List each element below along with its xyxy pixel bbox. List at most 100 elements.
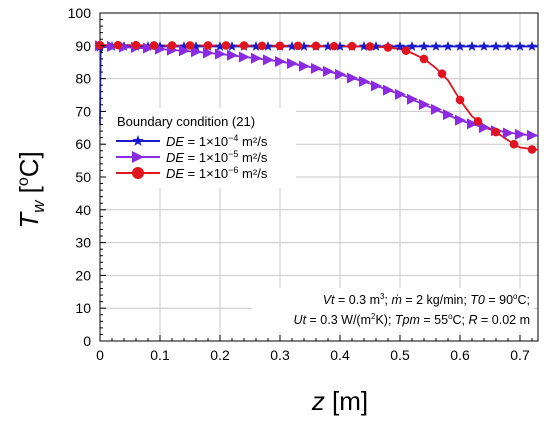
x-tick-label: 0.2 [210,347,230,363]
series-2-point [527,129,538,141]
series-2-point [191,46,202,58]
series-3-point [401,46,411,56]
series-2-point [347,72,358,84]
x-tick-label: 0.5 [390,347,410,363]
x-tick-labels: 0 0.1 0.2 0.3 0.4 0.5 0.6 0.7 [96,347,530,363]
series-3-point [149,41,159,50]
series-1-point [478,40,490,51]
series-1-point [178,40,190,51]
series-3-point [239,41,249,50]
series-2-point [251,52,262,64]
series-1-point [214,40,226,51]
annotation-line-1: Vt = 0.3 m3; ṁ = 2 kg/min; T0 = 90oC; [323,292,530,307]
series-3-point [203,41,213,50]
series-3-point [185,41,195,50]
series-1-point [370,40,382,51]
series-2-point [419,99,430,111]
series-3-point [527,145,537,154]
y-tick-label: 100 [68,5,92,21]
series-1-point [358,40,370,51]
series-3-point [113,40,123,50]
series-2-point [311,62,322,74]
series-1-point [262,40,274,51]
y-axis-title-open: [ [14,185,44,200]
y-tick-label: 40 [75,202,91,218]
x-tick-label: 0.6 [450,347,470,363]
y-tick-label: 30 [75,235,91,251]
series-3-point [275,41,285,51]
y-tick-labels: 0 10 20 30 40 50 60 70 80 90 100 [68,5,92,349]
series-1-point [298,40,310,51]
series-2-point [275,56,286,68]
y-axis-title-var: T [14,211,44,229]
x-tick-label: 0 [96,347,104,363]
series-1-point [514,40,526,51]
series-3-point [293,41,303,51]
legend-entry-2: DE = 1×10−5 m²/s [116,149,268,165]
series-3-point [131,40,141,50]
series-3-point [167,41,177,50]
y-tick-label: 90 [75,38,91,54]
y-tick-label: 10 [75,300,91,316]
series-1-point [226,40,238,51]
series-2-point [239,51,250,63]
parameters-annotation: Vt = 0.3 m3; ṁ = 2 kg/min; T0 = 90oC; Ut… [252,288,534,332]
legend-star-marker [132,135,144,146]
series-2-point [215,48,226,60]
legend-entry-3: DE = 1×10−6 m²/s [116,165,268,181]
y-axis-title: Tw [oC] [14,151,48,229]
series-2-point [143,42,154,54]
series-3-point [329,41,339,51]
series-3-point [491,127,501,137]
series-1-point [526,40,538,51]
series-2-point [179,45,190,57]
annotation-line-2: Ut = 0.3 W/(m2K); Tpm = 55oC; R = 0.02 m [294,312,530,327]
series-1-point [322,40,334,51]
series-2-point [503,127,514,139]
series-3-point [455,95,465,105]
y-tick-label: 70 [75,103,91,119]
series-2-point [299,60,310,72]
series-2-point [407,93,418,105]
series-3-point [365,42,375,51]
y-tick-label: 60 [75,136,91,152]
series-2-point [515,128,526,140]
y-axis-title-sub: w [29,199,48,213]
series-1-point [466,40,478,51]
series-3-point [473,116,483,126]
x-tick-label: 0.3 [270,347,290,363]
x-tick-label: 0.4 [330,347,350,363]
legend: Boundary condition (21) DE = 1×10−4 m²/s… [106,108,296,188]
series-3-point [257,41,267,51]
series-2-point [335,68,346,80]
y-tick-label: 50 [75,169,91,185]
series-2-point [227,49,238,61]
series-2-point [455,114,466,126]
annotation-background [252,288,534,332]
y-tick-label: 20 [75,267,91,283]
series-2-point [359,76,370,88]
series-markers [94,40,538,154]
series-2-point [467,118,478,130]
y-axis-title-close: C] [14,151,44,177]
series-1-point [406,40,418,51]
x-axis-title: z [m] [311,386,368,416]
series-1-point [430,40,442,51]
series-3-point [437,69,447,78]
x-axis-title-unit: [m] [325,386,368,416]
y-tick-label: 80 [75,71,91,87]
axis-ticks [99,12,533,342]
series-2-point [383,84,394,96]
series-3-point [221,41,231,50]
legend-label-2: DE = 1×10−5 m²/s [166,149,268,165]
x-tick-label: 0.1 [150,347,170,363]
series-2-point [479,121,490,133]
series-1-point [334,40,346,51]
series-3-point [383,43,393,52]
y-tick-label: 0 [83,333,91,349]
series-2-point [107,40,118,52]
legend-triangle-marker [132,151,144,163]
series-2-point [443,109,454,121]
x-tick-label: 0.7 [510,347,530,363]
